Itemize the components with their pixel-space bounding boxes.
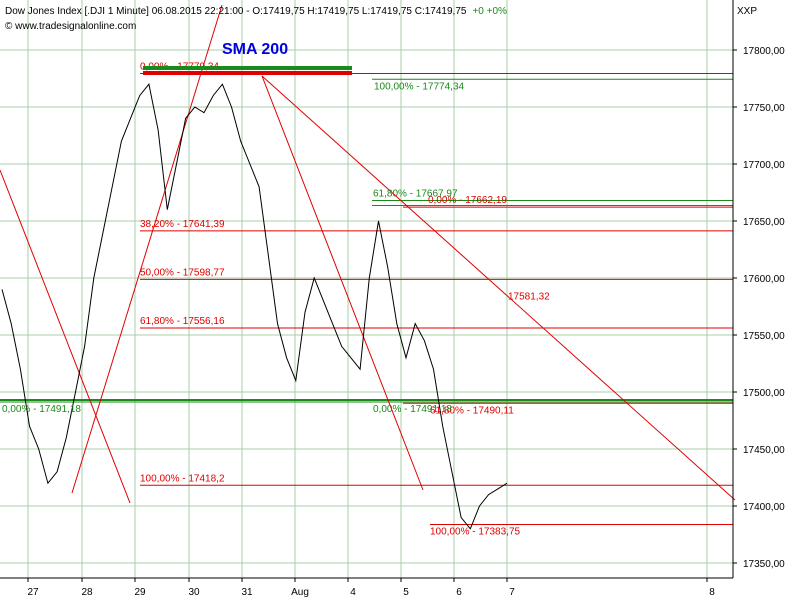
source-credit: © www.tradesignalonline.com (5, 21, 136, 32)
y-tick-label: 17700,00 (743, 160, 785, 171)
x-tick-label: 28 (81, 587, 93, 598)
fib-level-label: 100,00% - 17383,75 (430, 527, 521, 538)
fib-level-label: 0,00% - 17662,19 (428, 195, 507, 206)
fib-level-label: 100,00% - 17774,34 (374, 81, 465, 92)
trend-line (261, 75, 736, 501)
x-tick-label: 5 (403, 587, 409, 598)
trend-line (261, 75, 424, 491)
x-tick-label: 4 (350, 587, 356, 598)
x-tick-label: 6 (456, 587, 462, 598)
y-axis-ticks: 17800,00 17750,00 17700,00 17650,00 17600,00… (733, 46, 785, 570)
x-tick-label: 29 (134, 587, 146, 598)
x-tick-label: Aug (291, 587, 309, 598)
y-tick-label: 17400,00 (743, 502, 785, 513)
price-series-line (1, 83, 508, 530)
x-tick-label: 8 (709, 587, 715, 598)
fibonacci-lines (0, 73, 733, 526)
fib-level-label: 0,00% - 17491,18 (2, 404, 81, 415)
y-tick-label: 17500,00 (743, 388, 785, 399)
trend-lines (0, 4, 736, 504)
grid-layer (0, 0, 733, 578)
x-axis-ticks: 27 28 29 30 31 Aug 4 5 6 7 8 (27, 578, 715, 598)
y-tick-label: 17650,00 (743, 217, 785, 228)
axis-symbol: XXP (737, 6, 757, 17)
trend-line (71, 4, 223, 494)
y-tick-label: 17550,00 (743, 331, 785, 342)
fib-level-label: 50,00% - 17598,77 (140, 267, 225, 278)
sma-200-label: SMA 200 (222, 41, 288, 58)
y-tick-label: 17800,00 (743, 46, 785, 57)
trend-line (0, 169, 131, 504)
x-tick-label: 31 (241, 587, 253, 598)
x-tick-label: 30 (188, 587, 200, 598)
fib-level-label: 17581,32 (508, 291, 550, 302)
y-tick-label: 17450,00 (743, 445, 785, 456)
chart-title: Dow Jones Index [.DJI 1 Minute] 06.08.20… (5, 6, 507, 17)
title-line: Dow Jones Index [.DJI 1 Minute] 06.08.20… (5, 6, 467, 17)
y-tick-label: 17750,00 (743, 103, 785, 114)
x-tick-label: 7 (509, 587, 515, 598)
fib-level-label: 61,80% - 17667,97 (373, 189, 458, 200)
fib-level-label: 61,80% - 17490,11 (430, 405, 514, 416)
fib-level-label: 61,80% - 17556,16 (140, 316, 225, 327)
y-tick-label: 17600,00 (743, 274, 785, 285)
change-value: +0 +0% (472, 6, 507, 17)
fib-level-label: 0,00% - 17491,18 (373, 404, 452, 415)
y-tick-label: 17350,00 (743, 559, 785, 570)
fibonacci-labels: 0,00% - 17779,3438,20% - 17641,3950,00% … (2, 62, 550, 538)
x-tick-label: 27 (27, 587, 39, 598)
fib-level-label: 100,00% - 17418,2 (140, 473, 225, 484)
fib-level-label: 38,20% - 17641,39 (140, 219, 225, 230)
